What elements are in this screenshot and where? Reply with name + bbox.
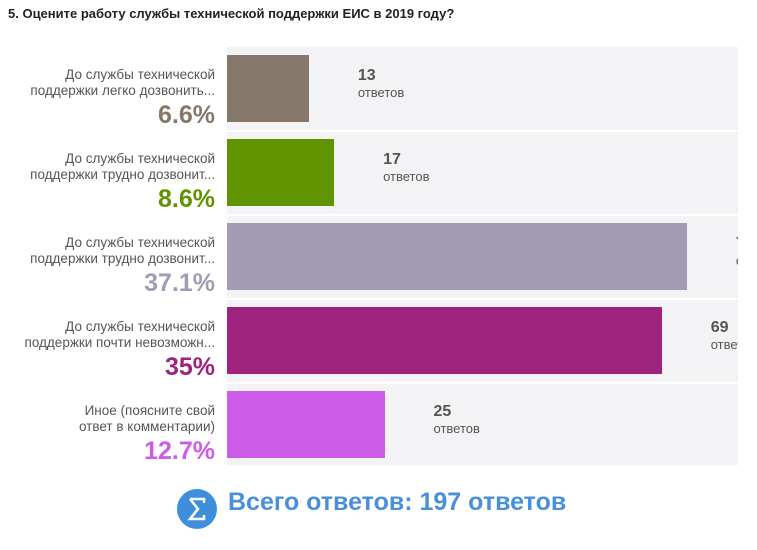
category-label: До службы технической поддержки легко до…: [30, 67, 215, 98]
unit-label: ответов: [710, 337, 738, 352]
total-label: Всего ответов:: [228, 488, 413, 516]
count-label: 69: [710, 319, 729, 336]
row-separator: [227, 382, 738, 384]
unit-label: ответов: [357, 85, 405, 100]
percentage-label: 37.1%: [144, 269, 215, 297]
total: Всего ответов: 197 ответов: [228, 488, 566, 517]
count-label: 13: [357, 67, 376, 84]
count-label: 17: [383, 151, 401, 168]
unit-label: ответов: [383, 169, 430, 184]
bar: [227, 139, 335, 206]
bar: [227, 223, 687, 290]
chart-title: 5. Оцените работу службы технической под…: [8, 6, 455, 21]
category-label: До службы технической поддержки трудно д…: [30, 151, 215, 182]
bar: [227, 391, 385, 458]
total-unit: ответов: [468, 488, 567, 516]
row-separator: [227, 214, 738, 216]
unit-label: ответа: [736, 253, 738, 268]
total-value: 197: [419, 488, 462, 516]
percentage-label: 6.6%: [158, 101, 215, 129]
count-label: 73: [736, 235, 738, 253]
plot-area: 13ответов17ответов73ответа69ответов25отв…: [227, 47, 738, 465]
sigma-icon: [177, 489, 217, 529]
count-label: 25: [433, 403, 452, 420]
bar: [227, 55, 309, 122]
category-label: Иное (поясните свой ответ в комментарии): [78, 403, 215, 434]
bar: [227, 307, 662, 374]
percentage-label: 8.6%: [158, 185, 215, 213]
percentage-label: 35%: [164, 353, 215, 381]
percentage-label: 12.7%: [144, 437, 215, 465]
row-separator: [227, 298, 738, 300]
row-separator: [227, 130, 738, 132]
category-label: До службы технической поддержки почти не…: [24, 319, 215, 350]
category-label: До службы технической поддержки трудно д…: [30, 235, 215, 266]
unit-label: ответов: [433, 421, 480, 436]
